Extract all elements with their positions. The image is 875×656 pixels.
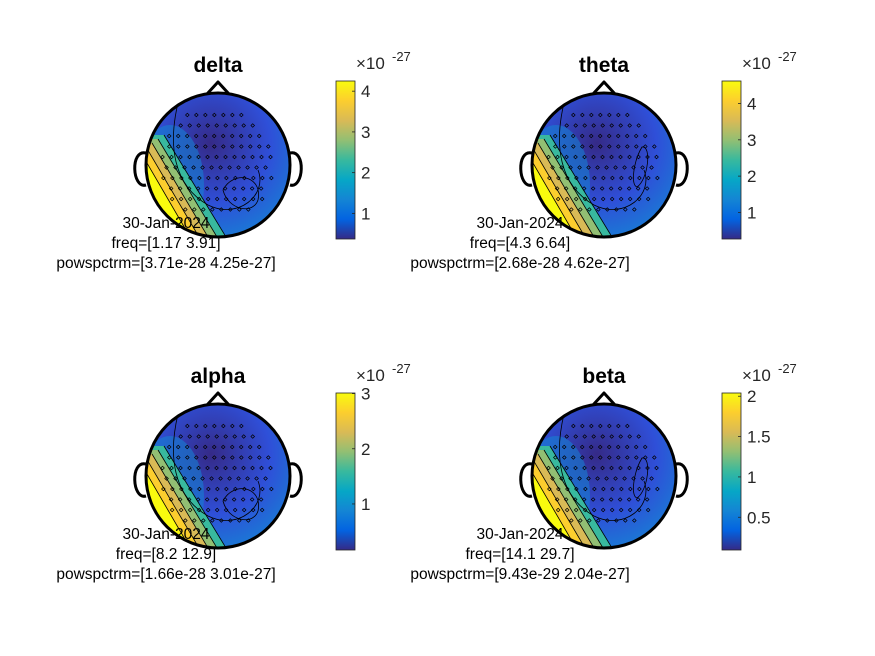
colorbar: 1 2 3×10 -27 bbox=[335, 361, 411, 551]
colorbar-tick-label: 3 bbox=[361, 123, 370, 142]
colorbar-multiplier: ×10 bbox=[742, 366, 771, 385]
info-line-3: powspctrm=[9.43e-29 2.04e-27] bbox=[410, 566, 629, 583]
info-line-1: 30-Jan-2024 bbox=[476, 526, 563, 543]
left-ear bbox=[133, 151, 147, 187]
colorbar: 1 2 3 4 ×10 -27 bbox=[335, 49, 411, 240]
colorbar-tick-label: 3 bbox=[747, 131, 756, 150]
topoplot-panel-beta: beta 30-Jan-2024 freq=[14.1 29.7] powspctrm… bbox=[410, 361, 796, 583]
info-line-1: 30-Jan-2024 bbox=[476, 215, 563, 232]
colorbar-tick-label: 1 bbox=[747, 468, 756, 487]
info-line-3: powspctrm=[1.66e-28 3.01e-27] bbox=[56, 566, 275, 583]
topoplot-panel-delta: delta 30-Jan-2024 freq=[1.17 3.91] powspctr… bbox=[56, 49, 410, 272]
contour-lines bbox=[532, 102, 649, 237]
info-line-2: freq=[8.2 12.9] bbox=[116, 546, 216, 563]
colorbar-tick-label: 4 bbox=[361, 82, 370, 101]
colorbar-tick-label: 2 bbox=[361, 440, 370, 459]
head-outline bbox=[144, 402, 292, 550]
nose-marker bbox=[205, 391, 231, 407]
nose-marker bbox=[205, 80, 231, 96]
electrode-markers bbox=[160, 423, 274, 523]
colorbar-multiplier: ×10 bbox=[356, 54, 385, 73]
colorbar-tick-label: 4 bbox=[747, 95, 756, 114]
colorbar-exponent: -27 bbox=[392, 361, 411, 376]
head-outline bbox=[530, 91, 678, 239]
electrode-markers bbox=[160, 112, 274, 212]
panel-title: delta bbox=[193, 54, 242, 77]
left-ear bbox=[519, 462, 533, 498]
colorbar-tick-label: 1 bbox=[361, 204, 370, 223]
panel-title: theta bbox=[579, 54, 629, 77]
panel-title: beta bbox=[582, 365, 626, 388]
topoplot-panel-theta: theta 30-Jan-2024 freq=[4.3 6.64] powspctrm… bbox=[410, 49, 796, 272]
colorbar: 1 2 3 4 ×10 -27 bbox=[721, 49, 797, 240]
info-line-1: 30-Jan-2024 bbox=[122, 215, 209, 232]
colorbar-multiplier: ×10 bbox=[356, 366, 385, 385]
head-outline bbox=[144, 91, 292, 239]
colorbar-tick-label: 1 bbox=[361, 495, 370, 514]
colorbar-tick-label: 0.5 bbox=[747, 508, 771, 527]
right-ear bbox=[289, 151, 303, 187]
info-line-2: freq=[4.3 6.64] bbox=[470, 235, 570, 252]
electrode-markers bbox=[546, 423, 660, 523]
colorbar-exponent: -27 bbox=[778, 49, 797, 64]
colorbar-tick-label: 2 bbox=[747, 387, 756, 406]
nose-marker bbox=[591, 391, 617, 407]
left-ear bbox=[519, 151, 533, 187]
colorbar-tick-label: 2 bbox=[361, 164, 370, 183]
right-ear bbox=[675, 462, 689, 498]
info-line-2: freq=[1.17 3.91] bbox=[111, 235, 220, 252]
colorbar-tick-label: 2 bbox=[747, 167, 756, 186]
colorbar-tick-label: 3 bbox=[361, 385, 370, 404]
head-outline bbox=[530, 402, 678, 550]
colorbar-multiplier: ×10 bbox=[742, 54, 771, 73]
left-ear bbox=[133, 462, 147, 498]
right-ear bbox=[289, 462, 303, 498]
topoplot-map bbox=[146, 93, 290, 237]
colorbar-tick-label: 1 bbox=[747, 203, 756, 222]
colorbar-tick-label: 1.5 bbox=[747, 428, 771, 447]
info-line-2: freq=[14.1 29.7] bbox=[465, 546, 574, 563]
panel-title: alpha bbox=[191, 365, 246, 388]
colorbar-exponent: -27 bbox=[392, 49, 411, 64]
info-line-1: 30-Jan-2024 bbox=[122, 526, 209, 543]
nose-marker bbox=[591, 80, 617, 96]
colorbar-exponent: -27 bbox=[778, 361, 797, 376]
info-line-3: powspctrm=[3.71e-28 4.25e-27] bbox=[56, 255, 275, 272]
electrode-markers bbox=[546, 112, 660, 212]
topoplot-panel-alpha: alpha 30-Jan-2024 freq=[8.2 12.9] powspctrm… bbox=[56, 361, 410, 583]
right-ear bbox=[675, 151, 689, 187]
colorbar: 0.5 1 1.5 2 ×10 -27 bbox=[721, 361, 797, 551]
info-line-3: powspctrm=[2.68e-28 4.62e-27] bbox=[410, 255, 629, 272]
